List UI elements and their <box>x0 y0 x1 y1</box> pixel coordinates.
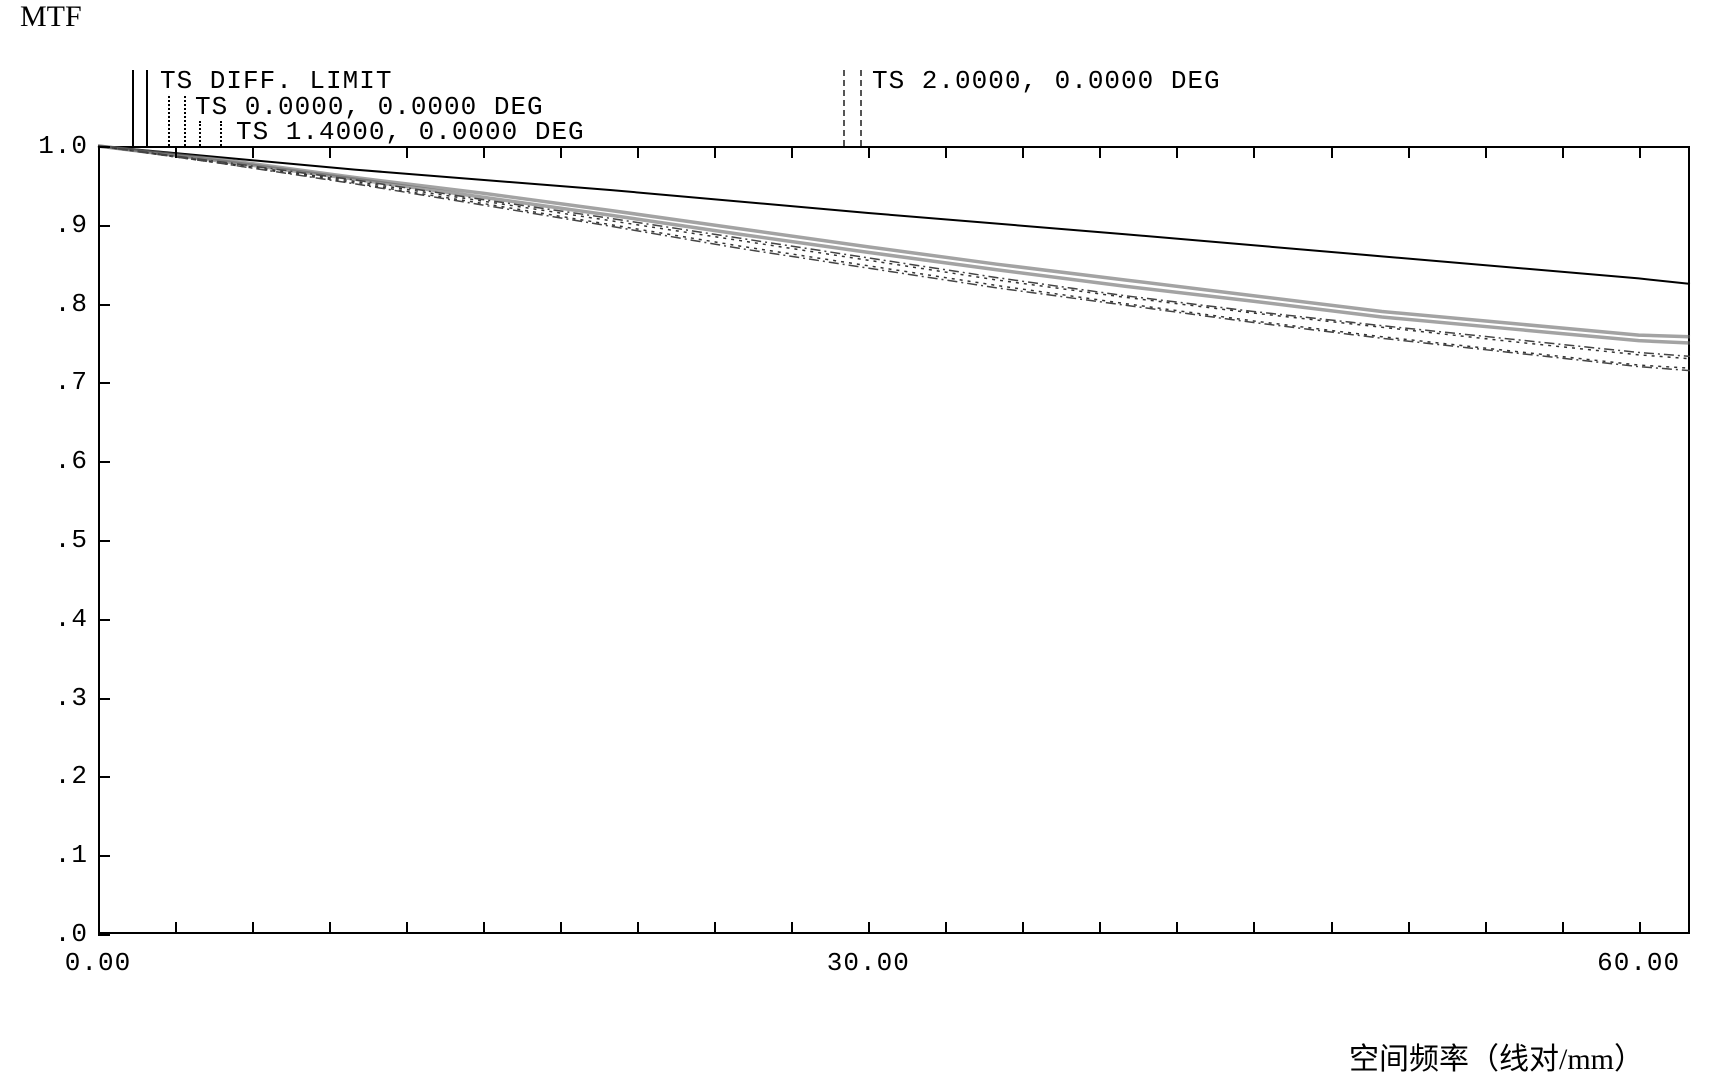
x-minor-tick-bottom <box>1331 922 1333 934</box>
x-minor-tick <box>714 146 716 158</box>
mtf-chart: MTF 空间频率（线对/mm） TS DIFF. LIMITTS 0.0000,… <box>0 0 1724 1088</box>
x-minor-tick-bottom <box>1253 922 1255 934</box>
legend-label-3: TS 2.0000, 0.0000 DEG <box>872 66 1221 96</box>
legend-marker-1-1 <box>184 96 186 146</box>
y-tick <box>98 304 110 306</box>
legend-marker-0-0 <box>132 70 134 146</box>
y-tick <box>98 934 110 936</box>
x-minor-tick-bottom <box>945 922 947 934</box>
x-minor-tick <box>868 146 870 158</box>
legend-marker-2-1 <box>220 121 222 146</box>
x-minor-tick <box>483 146 485 158</box>
x-minor-tick <box>1562 146 1564 158</box>
x-minor-tick-bottom <box>252 922 254 934</box>
x-minor-tick <box>1408 146 1410 158</box>
y-tick <box>98 540 110 542</box>
series-diff-limit <box>98 146 1690 284</box>
x-tick-label-1: 30.00 <box>818 948 918 978</box>
y-tick-label-10: 1.0 <box>18 131 88 161</box>
x-minor-tick <box>329 146 331 158</box>
legend-marker-3-0 <box>843 70 845 146</box>
x-minor-tick-bottom <box>714 922 716 934</box>
x-minor-tick <box>1253 146 1255 158</box>
series-field-0-S <box>98 146 1690 343</box>
legend-marker-1-0 <box>168 96 170 146</box>
legend-marker-2-0 <box>199 121 201 146</box>
legend-marker-0-1 <box>146 70 148 146</box>
x-minor-tick <box>175 146 177 158</box>
x-minor-tick-bottom <box>791 922 793 934</box>
x-minor-tick-bottom <box>98 922 100 934</box>
series-field-0-T <box>98 146 1690 337</box>
x-minor-tick-bottom <box>406 922 408 934</box>
x-minor-tick-bottom <box>1176 922 1178 934</box>
x-minor-tick <box>945 146 947 158</box>
x-minor-tick-bottom <box>868 922 870 934</box>
x-minor-tick <box>1485 146 1487 158</box>
x-minor-tick <box>1331 146 1333 158</box>
y-tick <box>98 225 110 227</box>
x-minor-tick-bottom <box>1485 922 1487 934</box>
x-minor-tick <box>1022 146 1024 158</box>
y-tick-label-4: .4 <box>18 604 88 634</box>
x-minor-tick <box>1176 146 1178 158</box>
x-tick-label-2: 60.00 <box>1589 948 1689 978</box>
y-tick <box>98 855 110 857</box>
y-tick-label-0: .0 <box>18 919 88 949</box>
x-minor-tick-bottom <box>175 922 177 934</box>
y-tick-label-3: .3 <box>18 683 88 713</box>
x-minor-tick <box>791 146 793 158</box>
y-tick-label-1: .1 <box>18 840 88 870</box>
x-minor-tick-bottom <box>560 922 562 934</box>
x-minor-tick-bottom <box>329 922 331 934</box>
y-tick-label-9: .9 <box>18 210 88 240</box>
y-tick-label-5: .5 <box>18 525 88 555</box>
x-tick-label-0: 0.00 <box>48 948 148 978</box>
x-axis-title: 空间频率（线对/mm） <box>1349 1034 1644 1078</box>
x-minor-tick-bottom <box>1099 922 1101 934</box>
y-tick <box>98 619 110 621</box>
x-minor-tick-bottom <box>1022 922 1024 934</box>
y-tick <box>98 776 110 778</box>
plot-lines <box>98 146 1690 934</box>
x-minor-tick-bottom <box>1639 922 1641 934</box>
x-minor-tick-bottom <box>483 922 485 934</box>
y-tick <box>98 146 110 148</box>
x-minor-tick-bottom <box>1562 922 1564 934</box>
legend-label-2: TS 1.4000, 0.0000 DEG <box>236 117 585 147</box>
y-tick-label-8: .8 <box>18 289 88 319</box>
y-tick <box>98 698 110 700</box>
y-tick <box>98 382 110 384</box>
x-minor-tick <box>1099 146 1101 158</box>
y-tick-label-7: .7 <box>18 367 88 397</box>
legend-marker-3-1 <box>860 70 862 146</box>
x-minor-tick-bottom <box>637 922 639 934</box>
y-tick-label-6: .6 <box>18 446 88 476</box>
y-tick-label-2: .2 <box>18 761 88 791</box>
x-minor-tick-bottom <box>1408 922 1410 934</box>
x-minor-tick <box>1639 146 1641 158</box>
y-axis-title: MTF <box>20 0 82 34</box>
x-minor-tick <box>560 146 562 158</box>
x-minor-tick <box>252 146 254 158</box>
x-minor-tick <box>406 146 408 158</box>
x-minor-tick <box>637 146 639 158</box>
y-tick <box>98 461 110 463</box>
